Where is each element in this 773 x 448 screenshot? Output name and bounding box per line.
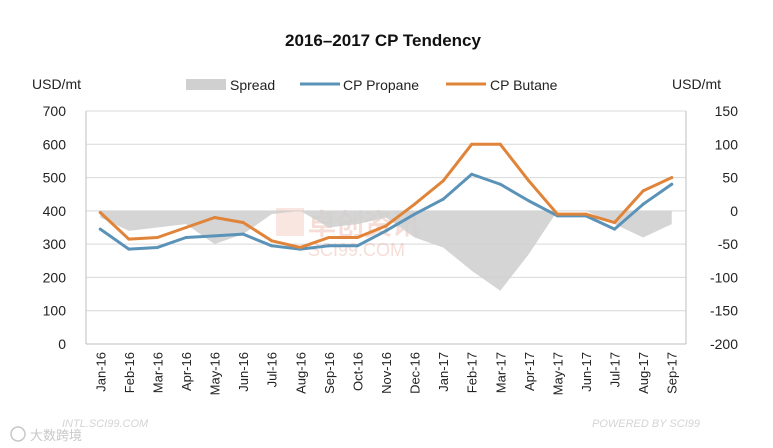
x-tick-label: Jan-17	[436, 352, 451, 392]
x-tick-label: Apr-16	[179, 352, 194, 391]
spread-area	[100, 210, 672, 291]
y-axis-right-label: USD/mt	[672, 76, 721, 92]
right-axis-ticks: -200 -150 -100 -50 0 50 100 150	[710, 103, 738, 352]
propane-point	[155, 245, 159, 249]
y-right-tick-label: 50	[722, 170, 738, 186]
propane-point	[241, 232, 245, 236]
butane-point	[641, 189, 645, 193]
propane-point	[213, 234, 217, 238]
x-tick-label: Jun-16	[236, 352, 251, 392]
y-right-tick-label: -50	[718, 236, 738, 252]
butane-point	[441, 179, 445, 183]
chart-title: 2016–2017 CP Tendency	[285, 31, 481, 50]
watermark-bottom-right: POWERED BY SCI99	[592, 418, 700, 430]
propane-point	[327, 244, 331, 248]
x-tick-label: Aug-16	[293, 352, 308, 394]
butane-point	[184, 226, 188, 229]
watermark-corner-cn: 大数跨境	[30, 428, 82, 443]
butane-point	[213, 216, 217, 220]
propane-point	[98, 227, 102, 231]
propane-point	[127, 247, 131, 251]
x-tick-label: Mar-16	[150, 352, 165, 393]
butane-point	[270, 239, 274, 243]
y-left-tick-label: 100	[43, 303, 67, 319]
x-tick-label: Feb-16	[122, 352, 137, 393]
butane-point	[613, 221, 617, 225]
y-left-tick-label: 200	[43, 269, 67, 285]
x-tick-label: Nov-16	[379, 352, 394, 394]
legend-label-butane: CP Butane	[490, 77, 558, 93]
legend: Spread CP Propane CP Butane	[186, 77, 558, 93]
propane-point	[670, 182, 674, 186]
x-tick-label: May-17	[550, 352, 565, 395]
y-right-tick-label: 150	[715, 103, 739, 119]
butane-point	[241, 221, 245, 225]
x-tick-label: Feb-17	[465, 352, 480, 393]
propane-point	[384, 229, 388, 233]
butane-point	[127, 237, 131, 241]
y-left-tick-label: 0	[58, 336, 66, 352]
y-left-tick-label: 400	[43, 203, 67, 219]
butane-point	[670, 176, 674, 180]
x-tick-label: Jun-17	[579, 352, 594, 392]
legend-swatch-spread	[186, 79, 226, 90]
butane-point	[355, 235, 359, 239]
propane-point	[441, 197, 445, 201]
propane-point	[641, 202, 645, 206]
x-tick-label: Jul-16	[265, 352, 280, 387]
butane-point	[413, 202, 417, 206]
propane-point	[270, 244, 274, 248]
y-left-tick-label: 500	[43, 170, 67, 186]
lines-layer	[98, 142, 674, 251]
watermark-center-en: SCI99.COM	[308, 240, 405, 260]
watermark-bottom-left: INTL.SCI99.COM	[62, 418, 149, 430]
x-tick-label: May-16	[208, 352, 223, 395]
butane-point	[298, 245, 302, 249]
propane-point	[613, 227, 617, 231]
x-tick-label: Apr-17	[522, 352, 537, 391]
y-right-tick-label: -100	[710, 269, 738, 285]
propane-point	[413, 212, 417, 216]
y-axis-left-label: USD/mt	[32, 76, 81, 92]
x-tick-label: Dec-16	[408, 352, 423, 394]
y-right-tick-label: -200	[710, 336, 738, 352]
y-right-tick-label: -150	[710, 303, 738, 319]
legend-label-spread: Spread	[230, 77, 275, 93]
legend-label-propane: CP Propane	[343, 77, 419, 93]
butane-point	[584, 212, 588, 216]
butane-point	[555, 212, 559, 216]
y-right-tick-label: 100	[715, 136, 739, 152]
propane-point	[498, 182, 502, 186]
propane-point	[470, 172, 474, 176]
butane-point	[384, 224, 388, 228]
y-left-tick-label: 600	[43, 136, 67, 152]
x-tick-label: Oct-16	[350, 352, 365, 391]
x-tick-label: Mar-17	[493, 352, 508, 393]
butane-point	[327, 235, 331, 239]
butane-point	[527, 179, 531, 183]
butane-point	[498, 142, 502, 146]
propane-point	[184, 235, 188, 239]
propane-point	[527, 199, 531, 203]
left-axis-ticks: 0 100 200 300 400 500 600 700	[43, 103, 67, 352]
x-tick-label: Sep-16	[322, 352, 337, 394]
x-tick-label: Jan-16	[93, 352, 108, 392]
butane-point	[470, 142, 474, 146]
x-tick-label: Aug-17	[636, 352, 651, 394]
propane-point	[355, 244, 359, 248]
corner-logo-icon	[10, 426, 26, 442]
y-right-tick-label: 0	[730, 203, 738, 219]
butane-point	[155, 235, 159, 239]
spread-area-layer	[100, 210, 672, 291]
y-left-tick-label: 300	[43, 236, 67, 252]
butane-point	[98, 211, 102, 215]
x-axis-ticks: Jan-16 Feb-16 Mar-16 Apr-16 May-16 Jun-16 Jul-…	[93, 352, 679, 395]
x-tick-label: Jul-17	[608, 352, 623, 387]
x-tick-label: Sep-17	[665, 352, 680, 394]
y-left-tick-label: 700	[43, 103, 67, 119]
